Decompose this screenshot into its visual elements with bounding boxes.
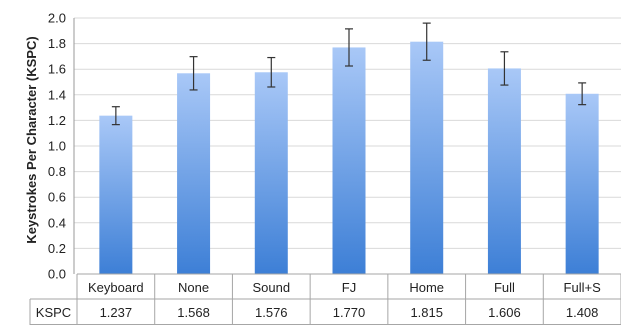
error-bar xyxy=(422,22,431,61)
error-bars xyxy=(111,22,587,126)
bars xyxy=(99,41,599,275)
y-tick-label: 2.0 xyxy=(48,11,66,26)
bar xyxy=(410,41,444,275)
y-axis-ticks: 0.0 0.2 0.4 0.6 0.8 1.0 1.2 1.4 1.6 1.8 2.0 xyxy=(48,11,66,282)
bar xyxy=(332,47,366,274)
bar xyxy=(487,68,521,274)
bar xyxy=(177,73,211,275)
bar xyxy=(254,72,288,274)
error-bar xyxy=(267,56,276,88)
y-tick-label: 1.8 xyxy=(48,36,66,51)
y-axis-label: Keystrokes Per Character (KSPC) xyxy=(24,36,39,243)
bar xyxy=(565,93,599,274)
table-value-cell: 1.606 xyxy=(488,305,521,320)
y-tick-label: 0.4 xyxy=(48,215,66,230)
x-category-label: Full xyxy=(494,280,515,295)
x-category-label: Full+S xyxy=(564,280,602,295)
table-value-cell: 1.568 xyxy=(177,305,210,320)
table-value-cell: 1.408 xyxy=(566,305,599,320)
table-value-cell: 1.770 xyxy=(333,305,366,320)
error-bar xyxy=(345,28,353,67)
y-tick-label: 0.0 xyxy=(48,267,66,282)
error-bar xyxy=(189,56,198,91)
table-row-label: KSPC xyxy=(36,305,71,320)
table-value-cell: 1.815 xyxy=(410,305,443,320)
error-bar xyxy=(500,51,509,86)
y-tick-label: 1.6 xyxy=(48,62,66,77)
x-category-label: Sound xyxy=(252,280,290,295)
x-category-label: Keyboard xyxy=(88,280,144,295)
x-category-label: None xyxy=(178,280,209,295)
y-tick-label: 1.2 xyxy=(48,113,66,128)
error-bar xyxy=(578,82,587,106)
x-category-label: Home xyxy=(409,280,444,295)
error-bar xyxy=(111,106,120,126)
x-category-label: FJ xyxy=(342,280,356,295)
bar xyxy=(99,115,133,274)
y-tick-label: 1.4 xyxy=(48,87,66,102)
table-value-cell: 1.576 xyxy=(255,305,288,320)
table-value-cell: 1.237 xyxy=(100,305,133,320)
y-tick-label: 0.2 xyxy=(48,241,66,256)
y-tick-label: 1.0 xyxy=(48,139,66,154)
data-table: Keyboard None Sound FJ Home Full Full+S KSPC 1.2… xyxy=(29,273,621,325)
y-tick-label: 0.6 xyxy=(48,190,66,205)
y-tick-label: 0.8 xyxy=(48,164,66,179)
